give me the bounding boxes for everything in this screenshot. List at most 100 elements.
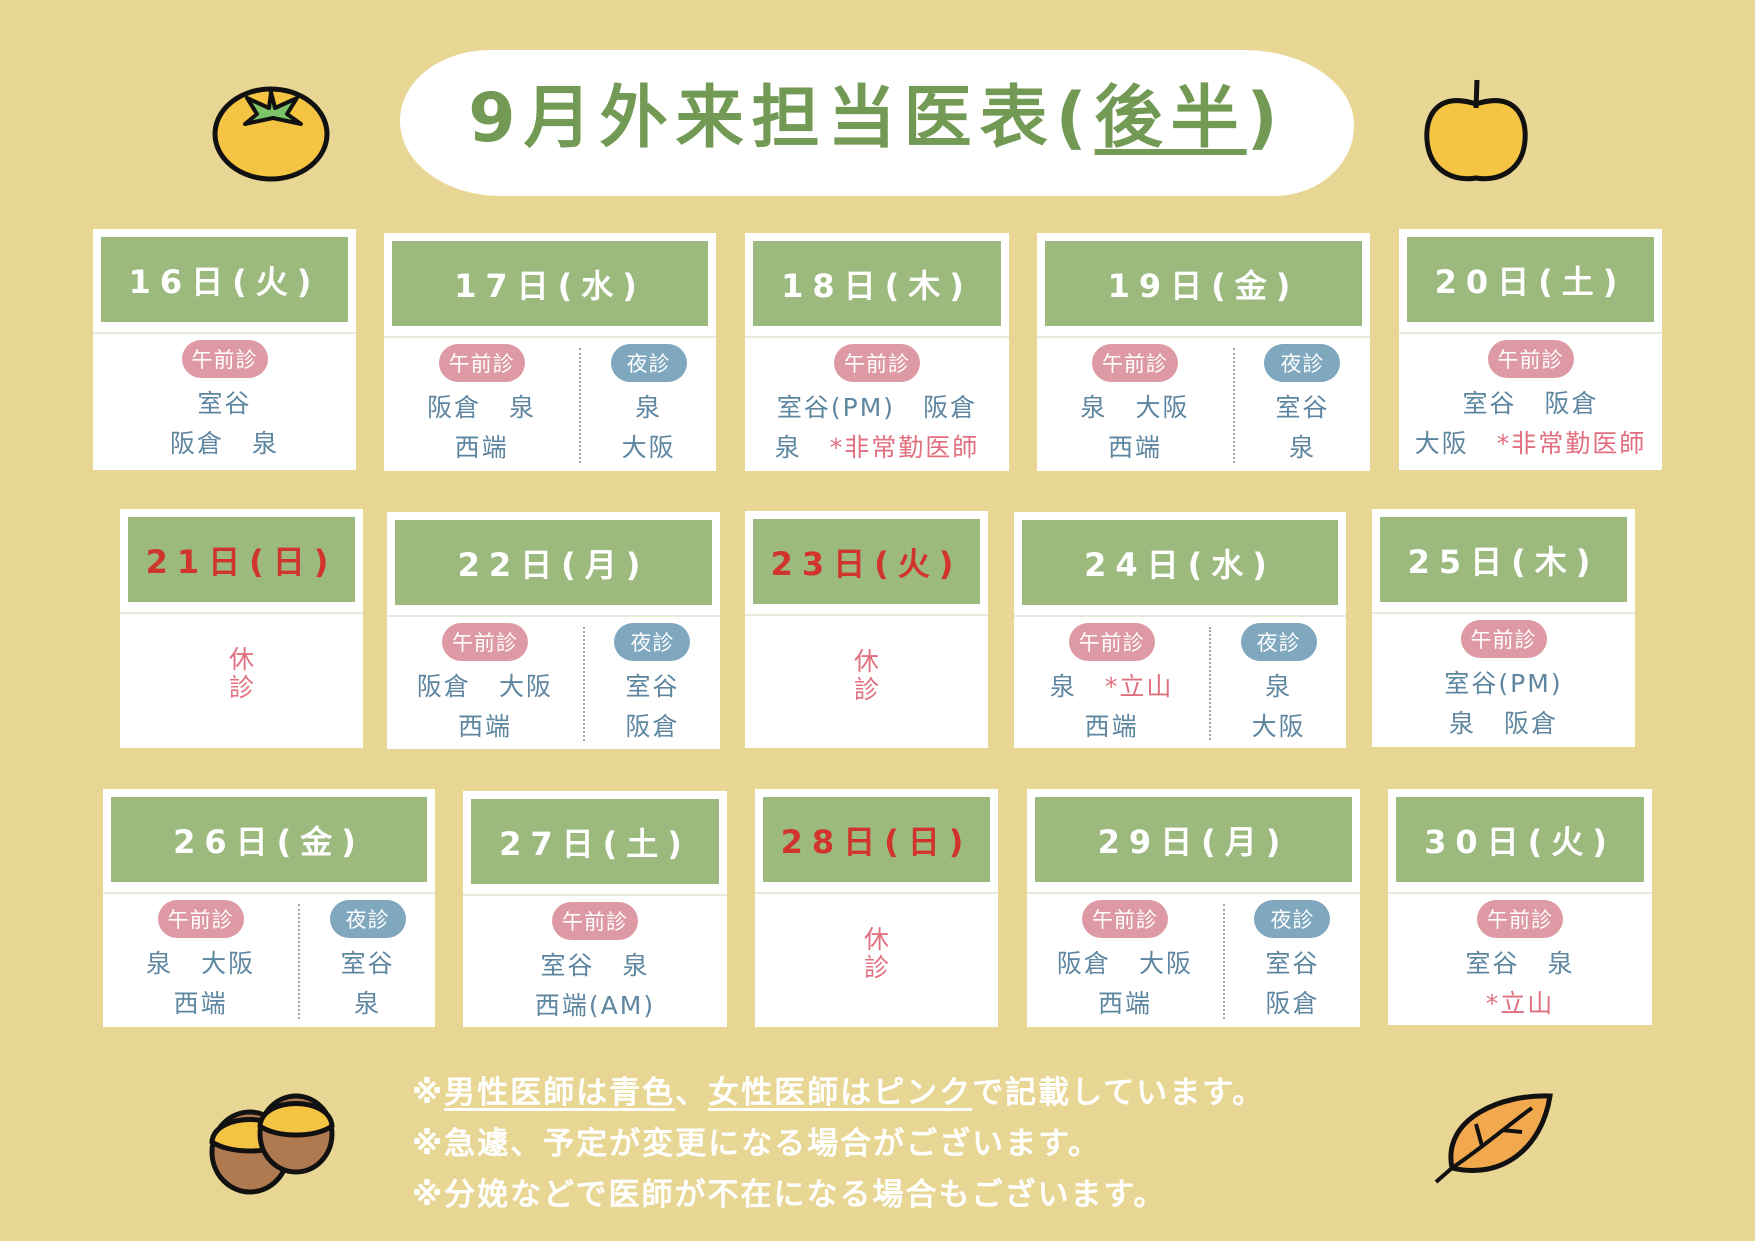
doctor-line: 室谷(PM) 阪倉 [777,388,977,428]
doctor-line: 大阪 [622,428,676,468]
note-tail: で記載しています。 [972,1075,1266,1111]
male-doctor: 西端 [454,433,509,462]
am-badge: 午前診 [441,623,528,661]
note-mark: ※ [412,1075,445,1111]
am-column: 午前診泉 *立山西端 [1014,617,1209,748]
male-doctor: 阪倉 [1056,949,1111,978]
male-doctor: 大阪 [1251,712,1306,741]
am-badge: 午前診 [1068,623,1155,661]
male-doctor: 大阪 [201,949,256,978]
title-sub: 後半 [1094,79,1247,158]
day-card: 25日(木) 午前診 室谷(PM) 泉阪倉 [1372,509,1635,747]
doctor-line: 泉 [1289,428,1316,468]
male-doctor: 室谷 [1465,949,1520,978]
doctor-line: 西端 [455,428,509,468]
male-doctor: 室谷 [1462,389,1517,418]
am-column: 午前診泉大阪 西端 [103,894,298,1027]
am-column: 午前診室谷 阪倉大阪 *非常勤医師 [1399,334,1662,470]
day-card: 19日(金) 午前診泉大阪 西端 夜診 室谷泉 [1037,233,1370,471]
male-doctor: 阪倉 [416,672,471,701]
day-body: 休診 [120,614,363,748]
day-header: 24日(水) [1022,520,1338,607]
doctor-line: 阪倉泉 [170,424,279,464]
notes: ※男性医師は青色、女性医師はピンクで記載しています。 ※急遽、予定が変更になる場… [412,1068,1265,1221]
day-card: 23日(火) 休診 [745,511,988,748]
acorn-icon [209,1093,335,1195]
doctor-line: 室谷泉 [1465,944,1574,984]
female-doctor: *非常勤医師 [829,433,980,462]
male-doctor: 西端 [1097,989,1152,1018]
doctor-line: 泉 *立山 [1050,667,1174,707]
am-badge: 午前診 [1081,900,1168,938]
day-header: 20日(土) [1407,237,1654,324]
day-header: 25日(木) [1380,517,1627,604]
closed-label: 休診 [863,925,889,982]
day-body: 午前診 室谷泉西端(AM) [463,896,727,1027]
note-male: 男性医師は青色 [444,1075,676,1111]
header-divider [1014,615,1346,617]
day-body: 午前診 阪倉泉西端 夜診泉大阪 [384,338,716,471]
doctor-line: 西端 [1098,984,1152,1024]
am-column: 午前診 室谷(PM) 泉阪倉 [1372,614,1635,747]
day-card: 29日(月) 午前診 阪倉 大阪 西端 夜診 室谷 阪倉 [1027,789,1360,1027]
male-doctor: 西端 [1084,712,1139,741]
header-divider [1399,332,1662,334]
male-doctor: 西端 [173,989,228,1018]
day-card: 30日(火) 午前診室谷泉 *立山 [1388,789,1652,1025]
doctor-line: 泉 [635,388,662,428]
male-doctor: 阪倉 [1504,709,1559,738]
doctor-line: 室谷 [1275,388,1329,428]
am-badge: 午前診 [1487,340,1574,378]
doctor-line: 室谷(PM) [1444,664,1562,704]
am-column: 午前診室谷泉 *立山 [1388,894,1652,1025]
am-badge: 午前診 [834,344,920,382]
night-column: 夜診 室谷 阪倉 [1225,894,1360,1027]
am-badge: 午前診 [1477,900,1563,938]
title-banner [400,50,1354,196]
am-badge: 午前診 [181,340,268,378]
title-close: ) [1246,79,1286,158]
am-column: 午前診 阪倉 大阪 西端 [1027,894,1223,1027]
night-column: 夜診 室谷 阪倉 [585,617,720,749]
night-badge: 夜診 [1254,900,1331,938]
female-doctor: *非常勤医師 [1496,429,1647,458]
male-doctor: 泉 [1547,949,1575,978]
male-doctor: 西端(AM) [534,991,656,1020]
male-doctor: 阪倉 [427,393,482,422]
day-card: 26日(金) 午前診泉大阪 西端 夜診 室谷泉 [103,789,435,1027]
header-divider [1388,892,1652,894]
doctor-line: 室谷 [197,384,251,424]
header-divider [745,336,1009,338]
male-doctor: 泉 [252,429,280,458]
day-body: 午前診泉大阪 西端 夜診 室谷泉 [103,894,435,1027]
day-header: 18日(木) [753,241,1001,328]
day-header: 26日(金) [111,797,427,884]
female-doctor: *立山 [1485,989,1555,1018]
male-doctor: 室谷(PM) [776,393,896,422]
day-body: 午前診室谷泉 *立山 [1388,894,1652,1025]
day-card: 21日(日) 休診 [120,509,363,748]
header-divider [755,892,998,894]
doctor-line: 室谷 阪倉 [1462,384,1598,424]
day-header: 19日(金) [1045,241,1362,328]
leaf-icon [1434,1093,1553,1184]
header-divider [1027,892,1360,894]
header-divider [1372,612,1635,614]
male-doctor: 大阪 [1135,393,1190,422]
day-body: 午前診泉大阪 西端 夜診 室谷泉 [1037,338,1370,471]
doctor-line: 阪倉 大阪 [417,667,553,707]
apple-icon [1424,79,1528,182]
night-column: 夜診泉大阪 [581,338,716,471]
column-divider [1232,348,1235,463]
doctor-line: 泉 [354,984,381,1024]
male-doctor: 泉 [354,989,382,1018]
male-doctor: 泉 [1049,672,1077,701]
note-absence: ※分娩などで医師が不在になる場合もございます。 [412,1177,1167,1213]
closed-label: 休診 [228,645,254,702]
day-header: 30日(火) [1396,797,1644,884]
day-body: 午前診 室谷(PM) 泉阪倉 [1372,614,1635,747]
day-body: 休診 [745,616,988,748]
doctor-line: 大阪 *非常勤医師 [1415,424,1647,464]
male-doctor: 大阪 [1414,429,1469,458]
day-card: 28日(日) 休診 [755,789,998,1027]
